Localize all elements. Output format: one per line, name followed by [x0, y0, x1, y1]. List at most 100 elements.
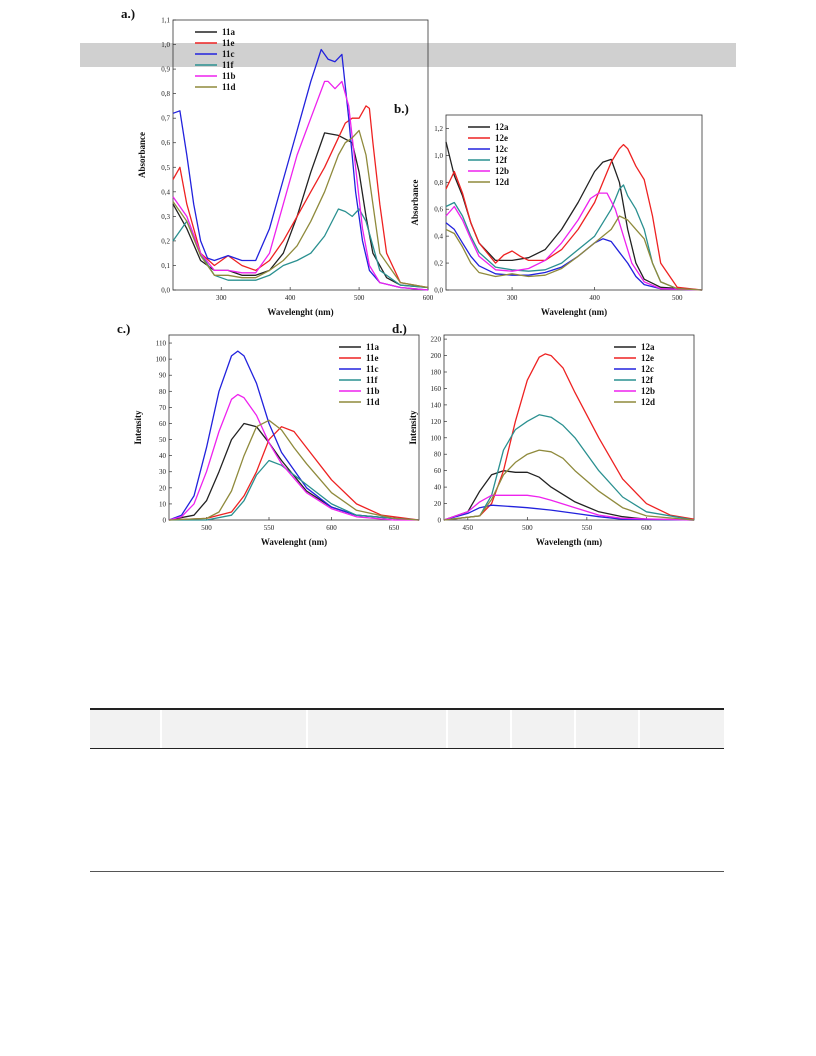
series-line-11b	[172, 80, 429, 291]
y-tick-label: 140	[431, 401, 442, 409]
legend-label: 11a	[222, 27, 236, 37]
x-tick-label: 550	[264, 524, 275, 532]
y-tick-label: 220	[431, 336, 442, 344]
y-tick-label: 0,2	[434, 260, 443, 268]
series-line-11d	[172, 129, 429, 289]
table-header-cell	[448, 710, 510, 748]
series-line-12b	[443, 494, 695, 521]
series-line-12a	[443, 470, 695, 521]
table-header-row	[90, 710, 724, 748]
table-bottom-rule	[90, 871, 724, 872]
legend-label: 11e	[222, 38, 235, 48]
y-tick-label: 0,5	[161, 164, 170, 172]
legend-label: 11f	[222, 60, 235, 70]
series-line-12d	[443, 449, 695, 521]
y-tick-label: 0,2	[161, 237, 170, 245]
legend-label: 11c	[222, 49, 235, 59]
y-tick-label: 0	[163, 517, 167, 525]
y-tick-label: 70	[159, 404, 167, 412]
panel-label: b.)	[394, 101, 409, 116]
y-tick-label: 1,0	[434, 152, 443, 160]
legend-label: 12e	[495, 133, 508, 143]
y-tick-label: 60	[434, 467, 442, 475]
y-tick-label: 200	[431, 352, 442, 360]
x-tick-label: 600	[326, 524, 337, 532]
y-axis-title: Intensity	[133, 410, 143, 445]
y-tick-label: 1,2	[434, 125, 443, 133]
x-tick-label: 650	[389, 524, 400, 532]
y-tick-label: 1,1	[161, 17, 170, 25]
y-tick-label: 0,1	[161, 262, 170, 270]
legend-label: 11b	[222, 71, 236, 81]
y-tick-label: 10	[159, 500, 167, 508]
x-tick-label: 500	[354, 294, 365, 302]
series-line-11f	[172, 208, 429, 289]
table-header-cell	[162, 710, 306, 748]
series-line-12d	[445, 215, 703, 291]
chart-panel-c: 0 10 20 30 40 50 60 70 80 90 100 110 500 550 600 650 Wav…	[117, 321, 420, 547]
y-tick-label: 80	[159, 388, 167, 396]
x-axis-title: Wavelength (nm)	[536, 537, 602, 547]
series-line-12f	[443, 414, 695, 521]
series-line-11b	[168, 393, 419, 521]
table-header-cell	[640, 710, 724, 748]
y-tick-label: 0,9	[161, 66, 170, 74]
x-tick-label: 550	[582, 524, 593, 532]
y-tick-label: 0	[438, 517, 442, 525]
plot-frame	[172, 19, 429, 291]
y-axis-title: Intensity	[408, 410, 418, 445]
y-tick-label: 60	[159, 420, 167, 428]
legend-label: 12a	[641, 342, 655, 352]
y-tick-label: 0,4	[161, 188, 170, 196]
x-tick-label: 500	[672, 294, 683, 302]
y-tick-label: 0,8	[161, 90, 170, 98]
legend-label: 11d	[222, 82, 236, 92]
plot-frame	[168, 334, 420, 521]
x-tick-label: 600	[641, 524, 652, 532]
legend-label: 11a	[366, 342, 380, 352]
panel-label: d.)	[392, 321, 407, 336]
y-tick-label: 100	[156, 356, 167, 364]
table-header-cell	[308, 710, 446, 748]
series-line-12e	[445, 143, 703, 291]
legend-label: 12b	[641, 386, 655, 396]
legend-label: 11e	[366, 353, 379, 363]
y-axis-title: Absorbance	[410, 179, 420, 225]
panel-label: a.)	[121, 6, 135, 21]
legend-label: 12f	[495, 155, 508, 165]
series-line-12e	[443, 353, 695, 521]
x-axis-title: Wavelenght (nm)	[541, 307, 607, 317]
y-tick-label: 180	[431, 369, 442, 377]
legend-label: 11d	[366, 397, 380, 407]
plot-frame	[445, 114, 703, 291]
y-tick-label: 0,0	[434, 287, 443, 295]
series-line-11e	[172, 105, 429, 289]
y-tick-label: 0,6	[434, 206, 443, 214]
y-tick-label: 90	[159, 372, 167, 380]
legend-label: 12d	[641, 397, 655, 407]
header-bar	[80, 43, 736, 67]
table-header-cell	[576, 710, 638, 748]
y-axis-title: Absorbance	[137, 132, 147, 178]
x-tick-label: 450	[463, 524, 474, 532]
x-tick-label: 500	[522, 524, 533, 532]
series-line-11e	[168, 426, 420, 521]
legend-label: 11f	[366, 375, 379, 385]
y-tick-label: 50	[159, 436, 167, 444]
legend-label: 12a	[495, 122, 509, 132]
series-line-11d	[168, 419, 420, 521]
y-tick-label: 0,3	[161, 213, 170, 221]
y-tick-label: 0,6	[161, 139, 170, 147]
y-tick-label: 100	[431, 434, 442, 442]
series-line-11c	[172, 48, 429, 291]
y-tick-label: 120	[431, 418, 442, 426]
x-axis-title: Wavelenght (nm)	[267, 307, 333, 317]
series-line-11c	[168, 350, 420, 521]
y-tick-label: 40	[159, 452, 167, 460]
legend-label: 11b	[366, 386, 380, 396]
x-tick-label: 600	[423, 294, 434, 302]
y-tick-label: 0,7	[161, 115, 170, 123]
y-tick-label: 20	[434, 500, 442, 508]
chart-panel-a: 0,0 0,1 0,2 0,3 0,4 0,5 0,6 0,7 0,8 0,9 1,0 1,1 300 4…	[121, 6, 434, 317]
legend-label: 12e	[641, 353, 654, 363]
